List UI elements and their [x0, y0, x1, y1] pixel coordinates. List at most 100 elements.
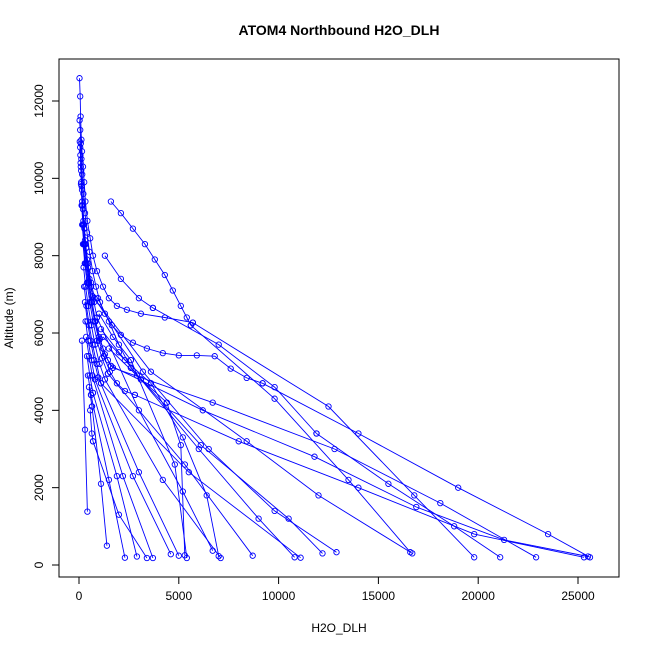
series-21: [97, 380, 304, 561]
series-line: [130, 359, 188, 559]
series-40: [127, 364, 326, 557]
data-point: [211, 353, 218, 360]
data-point: [84, 217, 91, 225]
data-point: [149, 554, 157, 562]
series-line: [100, 382, 301, 559]
data-point: [80, 264, 87, 271]
data-point: [99, 345, 107, 352]
data-point: [159, 476, 166, 484]
x-axis-label: H2O_DLH: [311, 621, 366, 635]
y-axis-label: Altitude (m): [2, 287, 16, 348]
data-point: [115, 341, 123, 348]
data-point: [185, 469, 192, 476]
data-point: [584, 553, 592, 560]
data-point: [471, 530, 478, 538]
data-point: [77, 113, 84, 120]
data-point: [107, 198, 115, 205]
data-point: [79, 221, 86, 228]
series-14: [79, 221, 139, 399]
data-point: [98, 354, 106, 362]
series-line: [140, 379, 295, 558]
data-point: [77, 159, 84, 167]
data-point: [133, 372, 141, 379]
data-point: [76, 117, 83, 124]
data-point: [143, 345, 151, 352]
data-point: [101, 376, 109, 383]
data-point: [193, 352, 200, 359]
series-line: [107, 373, 254, 556]
data-point: [127, 356, 135, 364]
series-line: [97, 377, 180, 556]
series-line: [92, 392, 138, 557]
data-point: [497, 554, 504, 561]
data-point: [89, 341, 96, 348]
x-tick-label: 25000: [561, 589, 595, 603]
data-point: [131, 391, 139, 399]
series-line: [108, 348, 168, 403]
data-point: [580, 554, 588, 561]
data-point: [183, 314, 190, 321]
data-point: [123, 306, 131, 313]
data-point: [149, 304, 157, 312]
data-point: [97, 380, 105, 387]
data-point: [217, 554, 224, 562]
data-point: [78, 136, 85, 143]
series-36: [78, 337, 91, 515]
data-point: [413, 503, 420, 511]
series-line: [104, 379, 222, 559]
y-tick-label: 4000: [32, 397, 46, 424]
data-point: [159, 349, 166, 357]
data-point: [81, 298, 89, 306]
data-point: [99, 333, 107, 341]
data-point: [88, 403, 96, 410]
data-point: [78, 337, 86, 344]
data-point: [87, 407, 94, 414]
data-point: [151, 256, 158, 263]
data-point: [95, 310, 103, 317]
data-point: [77, 144, 84, 151]
data-point: [82, 318, 89, 325]
data-point: [77, 93, 84, 100]
data-point: [137, 310, 145, 317]
data-point: [109, 333, 117, 341]
data-point: [532, 554, 540, 561]
data-point: [88, 430, 95, 437]
data-point: [215, 341, 222, 348]
y-tick-label: 2000: [32, 474, 46, 501]
data-point: [101, 310, 109, 317]
data-point: [79, 171, 86, 178]
data-point: [79, 240, 87, 248]
series-51: [313, 430, 504, 561]
data-point: [119, 472, 127, 480]
data-point: [544, 530, 552, 538]
data-point: [129, 339, 137, 346]
data-point: [76, 75, 83, 82]
data-point: [135, 469, 143, 476]
series-line: [88, 387, 93, 407]
series-line: [97, 298, 132, 369]
data-point: [195, 445, 202, 453]
data-point: [129, 472, 137, 480]
series-line: [91, 406, 108, 546]
series-13: [107, 362, 592, 560]
data-point: [81, 260, 88, 267]
series-line: [262, 382, 591, 558]
series-44: [137, 376, 298, 561]
data-point: [333, 549, 340, 556]
data-point: [78, 202, 85, 209]
data-point: [199, 407, 206, 414]
series-line: [85, 321, 96, 380]
series-line: [94, 297, 337, 553]
data-point: [209, 399, 216, 406]
data-point: [355, 430, 362, 437]
series-line: [134, 394, 585, 558]
data-point: [95, 374, 102, 381]
series-33: [88, 403, 111, 549]
series-17: [104, 370, 256, 559]
series-line: [152, 307, 317, 434]
data-point: [88, 322, 95, 329]
series-line: [90, 394, 126, 558]
data-point: [86, 298, 93, 306]
series-line: [112, 367, 537, 558]
